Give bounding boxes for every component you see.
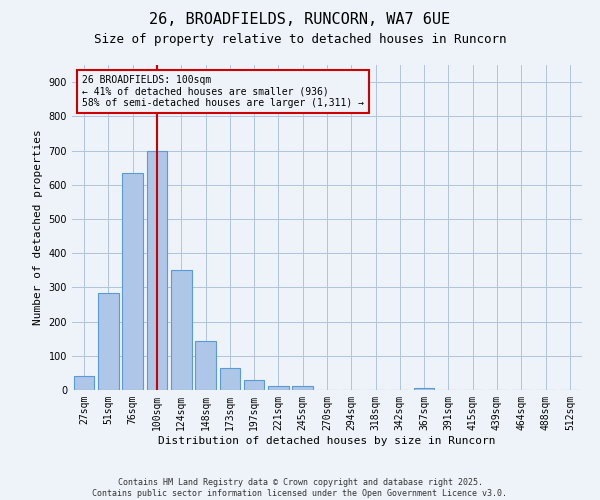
Text: Contains HM Land Registry data © Crown copyright and database right 2025.
Contai: Contains HM Land Registry data © Crown c… (92, 478, 508, 498)
Text: 26, BROADFIELDS, RUNCORN, WA7 6UE: 26, BROADFIELDS, RUNCORN, WA7 6UE (149, 12, 451, 28)
X-axis label: Distribution of detached houses by size in Runcorn: Distribution of detached houses by size … (158, 436, 496, 446)
Bar (171, 270, 191, 390)
Bar (220, 368, 240, 390)
Text: Size of property relative to detached houses in Runcorn: Size of property relative to detached ho… (94, 32, 506, 46)
Text: 26 BROADFIELDS: 100sqm
← 41% of detached houses are smaller (936)
58% of semi-de: 26 BROADFIELDS: 100sqm ← 41% of detached… (82, 74, 364, 108)
Bar (146, 150, 167, 390)
Bar (195, 341, 216, 390)
Bar (98, 293, 119, 390)
Bar (414, 388, 434, 390)
Y-axis label: Number of detached properties: Number of detached properties (33, 130, 43, 326)
Bar (74, 376, 94, 390)
Bar (292, 386, 313, 390)
Bar (244, 380, 265, 390)
Bar (268, 386, 289, 390)
Bar (122, 174, 143, 390)
